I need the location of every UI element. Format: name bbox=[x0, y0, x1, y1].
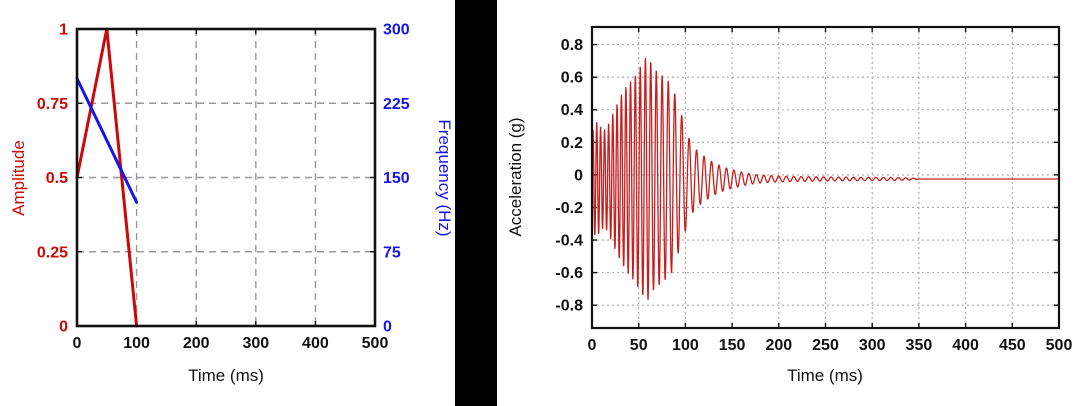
svg-text:500: 500 bbox=[362, 335, 389, 352]
svg-text:300: 300 bbox=[859, 337, 886, 354]
acceleration-chart: 0 50 100 150 200 250 300 350 400 450 500 0.8 0.6 0.4 0… bbox=[555, 25, 1073, 354]
svg-text:0.2: 0.2 bbox=[561, 135, 583, 152]
frequency-sweep bbox=[75, 77, 139, 204]
svg-text:0: 0 bbox=[59, 319, 68, 336]
right-chart-x-axis-label: Time (ms) bbox=[787, 366, 863, 385]
svg-text:-0.8: -0.8 bbox=[555, 298, 583, 315]
svg-text:-0.2: -0.2 bbox=[555, 200, 583, 217]
svg-text:75: 75 bbox=[383, 244, 401, 261]
svg-text:50: 50 bbox=[630, 337, 648, 354]
svg-text:450: 450 bbox=[999, 337, 1026, 354]
svg-text:250: 250 bbox=[812, 337, 839, 354]
svg-text:0.75: 0.75 bbox=[37, 96, 68, 113]
acceleration-chart-panel: 0 50 100 150 200 250 300 350 400 450 500 0.8 0.6 0.4 0… bbox=[497, 0, 1076, 406]
svg-text:100: 100 bbox=[123, 335, 150, 352]
panel-divider bbox=[455, 0, 497, 406]
svg-text:300: 300 bbox=[383, 22, 410, 39]
svg-text:0.5: 0.5 bbox=[46, 170, 68, 187]
svg-text:0.6: 0.6 bbox=[561, 70, 583, 87]
svg-text:200: 200 bbox=[765, 337, 792, 354]
left-chart-x-axis-label: Time (ms) bbox=[188, 366, 264, 385]
svg-text:400: 400 bbox=[302, 335, 329, 352]
svg-text:400: 400 bbox=[952, 337, 979, 354]
svg-text:150: 150 bbox=[719, 337, 746, 354]
svg-text:200: 200 bbox=[183, 335, 210, 352]
left-chart-amplitude-axis-label: Amplitude bbox=[9, 140, 28, 216]
svg-text:0: 0 bbox=[73, 335, 82, 352]
amplitude-frequency-chart: 0 100 200 300 400 50000.250.50.75107515022530… bbox=[37, 22, 410, 353]
svg-text:500: 500 bbox=[1046, 337, 1073, 354]
svg-text:350: 350 bbox=[906, 337, 933, 354]
svg-text:0: 0 bbox=[574, 167, 583, 184]
svg-text:1: 1 bbox=[59, 22, 68, 39]
svg-text:0.8: 0.8 bbox=[561, 37, 583, 54]
svg-text:-0.4: -0.4 bbox=[555, 233, 583, 250]
svg-text:0.4: 0.4 bbox=[561, 102, 583, 119]
svg-text:100: 100 bbox=[672, 337, 699, 354]
svg-text:0: 0 bbox=[588, 337, 597, 354]
acceleration-response bbox=[591, 57, 1060, 301]
svg-text:300: 300 bbox=[242, 335, 269, 352]
amplitude-frequency-chart-panel: 0 100 200 300 400 500 0 0.25 0.5 0.75 1 0 75 150 225 30… bbox=[0, 0, 455, 406]
svg-text:0: 0 bbox=[383, 319, 392, 336]
svg-text:0.25: 0.25 bbox=[37, 244, 68, 261]
left-chart-frequency-axis-label: Frequency (Hz) bbox=[435, 119, 454, 237]
svg-text:150: 150 bbox=[383, 170, 410, 187]
svg-text:-0.6: -0.6 bbox=[555, 265, 583, 282]
svg-text:225: 225 bbox=[383, 96, 410, 113]
right-chart-acceleration-axis-label: Acceleration (g) bbox=[506, 117, 525, 237]
